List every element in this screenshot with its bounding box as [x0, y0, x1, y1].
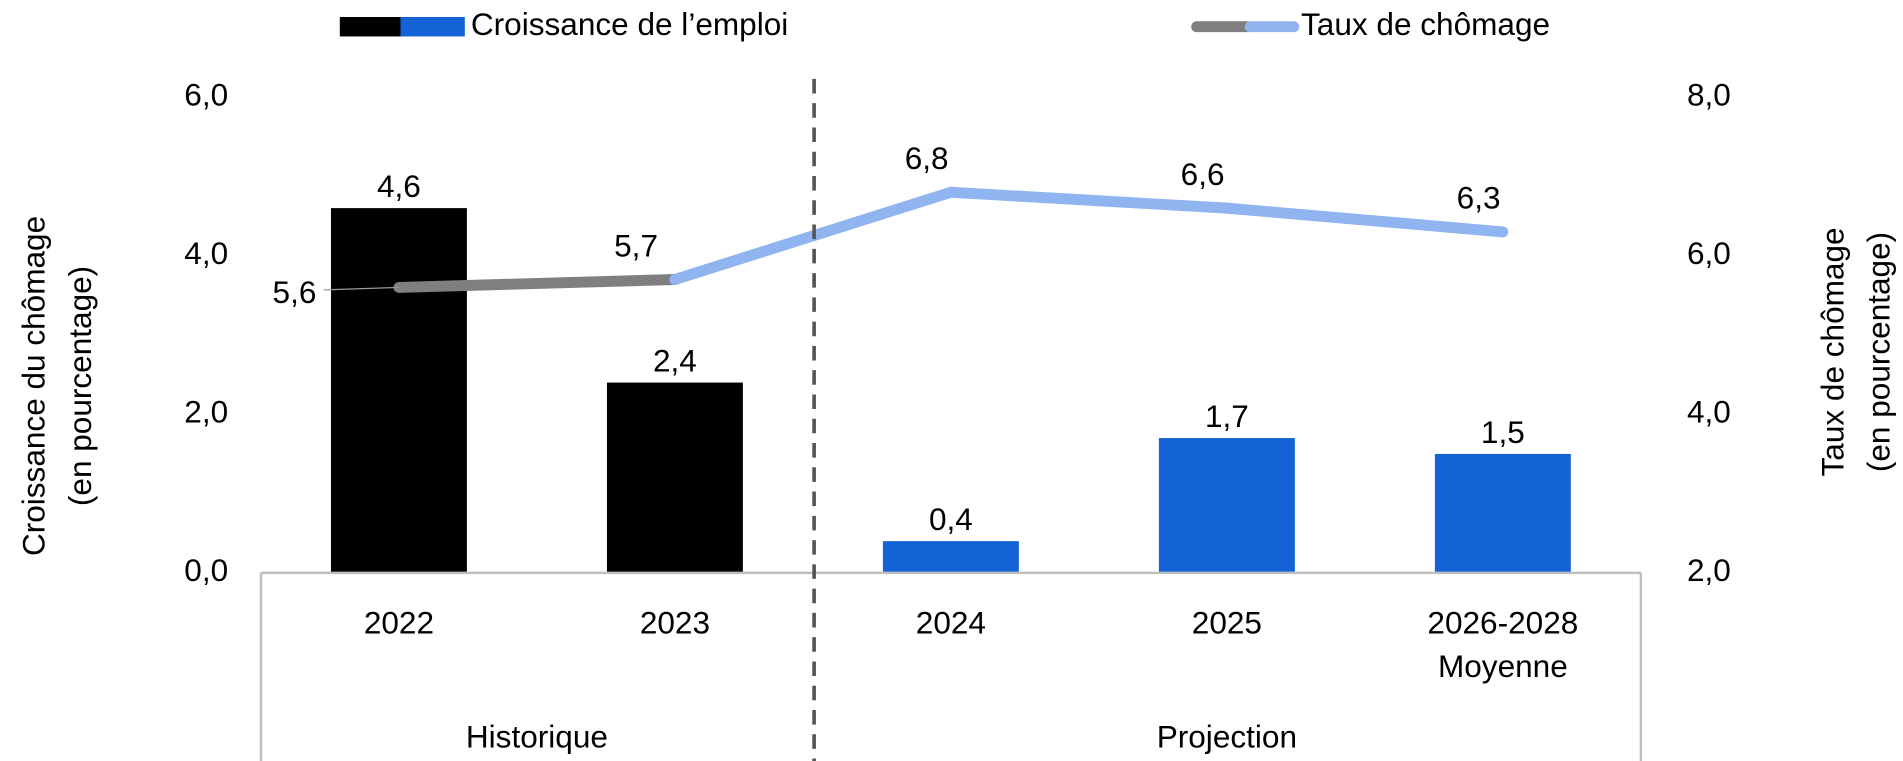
line-value-label: 6,3 — [1457, 180, 1501, 216]
y2-axis-title: Taux de chômage — [1814, 227, 1850, 476]
line-segment — [1221, 202, 1509, 238]
legend-label: Taux de chômage — [1301, 6, 1550, 42]
y-axis-title: (en pourcentage) — [62, 266, 98, 506]
bar-value-label: 2,4 — [653, 342, 697, 378]
line-segment — [393, 274, 681, 293]
x-tick-label: 2023 — [640, 604, 710, 640]
y2-axis-title: (en pourcentage) — [1860, 232, 1896, 472]
x-tick-label: 2022 — [364, 604, 434, 640]
bar — [330, 208, 467, 573]
y2-tick-label: 8,0 — [1687, 76, 1731, 112]
legend-swatch — [339, 17, 401, 37]
group-label: Historique — [466, 718, 608, 754]
y-tick-label: 4,0 — [184, 235, 228, 271]
line-value-label: 6,8 — [905, 140, 949, 176]
x-tick-label: 2025 — [1192, 604, 1262, 640]
y-tick-label: 0,0 — [184, 552, 228, 588]
y2-tick-label: 6,0 — [1687, 235, 1731, 271]
bar-value-label: 4,6 — [377, 168, 421, 204]
legend-label: Croissance de l’emploi — [471, 6, 788, 42]
bar-value-label: 0,4 — [929, 501, 973, 537]
line-value-label: 5,7 — [614, 227, 658, 263]
y-tick-label: 2,0 — [184, 394, 228, 430]
bar-value-label: 1,7 — [1205, 398, 1249, 434]
legend-swatch — [400, 17, 465, 37]
line-value-label: 5,6 — [273, 274, 317, 310]
x-tick-label: 2024 — [916, 604, 986, 640]
leader-line — [323, 286, 399, 291]
y-axis-title: Croissance du chômage — [16, 216, 52, 556]
line-value-label: 6,6 — [1181, 156, 1225, 192]
bar-value-label: 1,5 — [1481, 414, 1525, 450]
group-label: Projection — [1157, 718, 1297, 754]
x-tick-label: Moyenne — [1438, 648, 1568, 684]
bar — [606, 382, 743, 573]
y-tick-label: 6,0 — [184, 76, 228, 112]
bar — [882, 541, 1019, 573]
x-tick-label: 2026-2028 — [1427, 604, 1578, 640]
y2-tick-label: 2,0 — [1687, 552, 1731, 588]
bar — [1434, 453, 1571, 573]
y2-tick-label: 4,0 — [1687, 394, 1731, 430]
line-segment — [945, 186, 1233, 214]
bar — [1158, 438, 1295, 573]
